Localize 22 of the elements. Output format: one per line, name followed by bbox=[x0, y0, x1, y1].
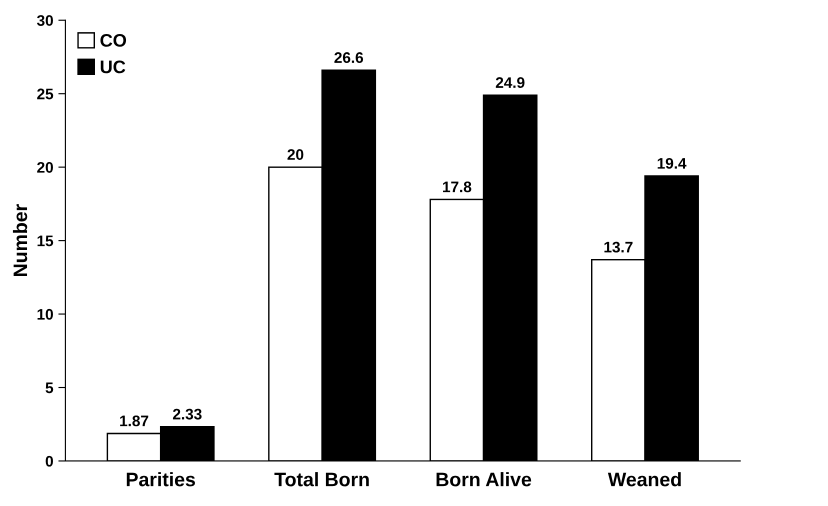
data-label: 20 bbox=[288, 149, 304, 160]
data-label: 2.33 bbox=[172, 408, 202, 420]
y-tick-label: 25 bbox=[37, 88, 54, 100]
y-tick-label: 30 bbox=[36, 15, 53, 26]
data-label: 24.9 bbox=[496, 77, 524, 88]
data-label: 19.4 bbox=[658, 158, 686, 169]
y-tick-label: 20 bbox=[37, 162, 53, 173]
y-tick-label: 10 bbox=[38, 308, 53, 320]
data-label: 17.8 bbox=[443, 181, 472, 192]
x-tick-label: Born Alive bbox=[436, 472, 532, 486]
x-tick-label: Total Born bbox=[274, 472, 369, 486]
legend-label: CO bbox=[100, 34, 126, 47]
y-tick-label: 0 bbox=[46, 456, 53, 467]
data-label: 1.87 bbox=[120, 415, 148, 426]
data-label: 13.7 bbox=[604, 242, 633, 253]
legend-label: UC bbox=[100, 60, 126, 74]
x-tick-label: Parities bbox=[126, 472, 195, 486]
data-label: 26.6 bbox=[334, 52, 364, 64]
y-axis-title: Number bbox=[12, 204, 28, 276]
y-tick-label: 15 bbox=[38, 236, 54, 246]
y-tick-label: 5 bbox=[46, 382, 54, 394]
x-tick-label: Weaned bbox=[608, 472, 681, 486]
